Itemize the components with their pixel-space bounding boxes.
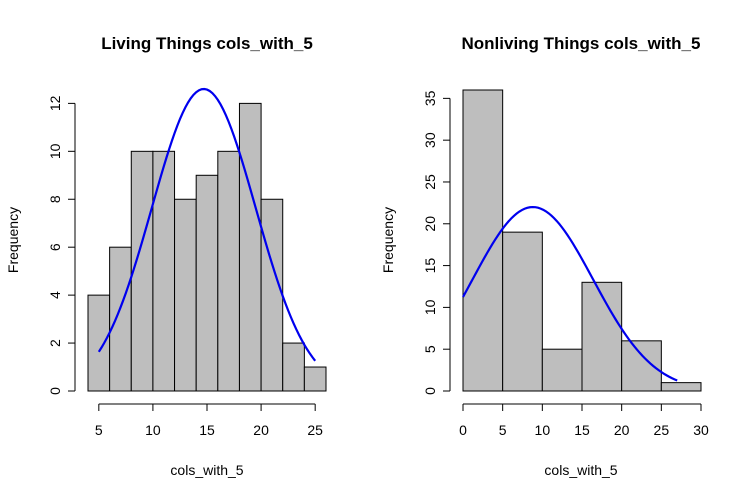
- histogram-bar: [174, 198, 197, 392]
- histogram-bar: [581, 281, 623, 392]
- y-tick-label: 6: [47, 243, 63, 251]
- x-tick-label: 30: [693, 422, 709, 438]
- histogram-bars: [462, 89, 702, 392]
- density-curve: [462, 205, 678, 382]
- y-tick-label: 35: [422, 90, 438, 106]
- x-axis: 0 5 10 15 20 25 30: [459, 403, 709, 438]
- histogram-bar: [109, 246, 132, 392]
- x-tick-label: 20: [614, 422, 630, 438]
- histogram-bar: [660, 382, 702, 392]
- y-tick-label: 4: [47, 291, 63, 299]
- chart-title: Living Things cols_with_5: [101, 34, 313, 53]
- y-tick-label: 20: [422, 216, 438, 232]
- y-tick-label: 2: [47, 339, 63, 347]
- y-axis-label: Frequency: [380, 207, 396, 273]
- density-curve: [97, 87, 317, 362]
- y-axis: 0 2 4 6 8 10 12: [47, 95, 76, 395]
- y-tick-label: 5: [422, 345, 438, 353]
- histogram-bar: [238, 102, 262, 392]
- y-tick-label: 10: [47, 143, 63, 159]
- histogram-bar: [462, 89, 504, 392]
- x-tick-label: 25: [307, 422, 323, 438]
- histogram-bar: [217, 150, 240, 392]
- y-tick-label: 30: [422, 132, 438, 148]
- y-tick-label: 25: [422, 174, 438, 190]
- x-tick-label: 25: [654, 422, 670, 438]
- histogram-bar: [502, 231, 543, 392]
- histogram-bar: [130, 150, 154, 392]
- x-tick-label: 0: [459, 422, 467, 438]
- y-tick-label: 0: [47, 387, 63, 395]
- panel-living-things: Living Things cols_with_5 cols_with_5 Fr…: [5, 34, 327, 478]
- density-curve-group: [97, 87, 317, 362]
- density-curve-group: [462, 205, 678, 382]
- y-tick-label: 8: [47, 195, 63, 203]
- histogram-bar: [541, 348, 583, 392]
- x-tick-label: 10: [145, 422, 161, 438]
- histogram-bars: [87, 102, 327, 392]
- x-tick-label: 15: [574, 422, 590, 438]
- y-axis: 0 5 10 15 20 25 30 35: [422, 90, 451, 395]
- y-axis-label: Frequency: [5, 207, 21, 273]
- y-tick-label: 12: [47, 95, 63, 111]
- y-tick-label: 0: [422, 387, 438, 395]
- x-tick-label: 20: [253, 422, 269, 438]
- histogram-bar: [621, 340, 662, 392]
- x-axis-label: cols_with_5: [544, 462, 617, 478]
- histogram-bar: [303, 366, 327, 392]
- histogram-bar: [282, 342, 305, 392]
- y-tick-label: 10: [422, 299, 438, 315]
- x-tick-label: 5: [95, 422, 103, 438]
- x-axis: 5 10 15 20 25: [95, 403, 323, 438]
- histogram-bar: [87, 294, 111, 392]
- histogram-bar: [195, 174, 219, 392]
- x-tick-label: 5: [499, 422, 507, 438]
- x-tick-label: 15: [199, 422, 215, 438]
- histogram-bar: [260, 198, 284, 392]
- histogram-bar: [152, 150, 176, 392]
- y-tick-label: 15: [422, 258, 438, 274]
- chart-title: Nonliving Things cols_with_5: [462, 34, 701, 53]
- panel-nonliving-things: Nonliving Things cols_with_5 cols_with_5…: [380, 34, 709, 478]
- x-axis-label: cols_with_5: [170, 462, 243, 478]
- x-tick-label: 10: [535, 422, 551, 438]
